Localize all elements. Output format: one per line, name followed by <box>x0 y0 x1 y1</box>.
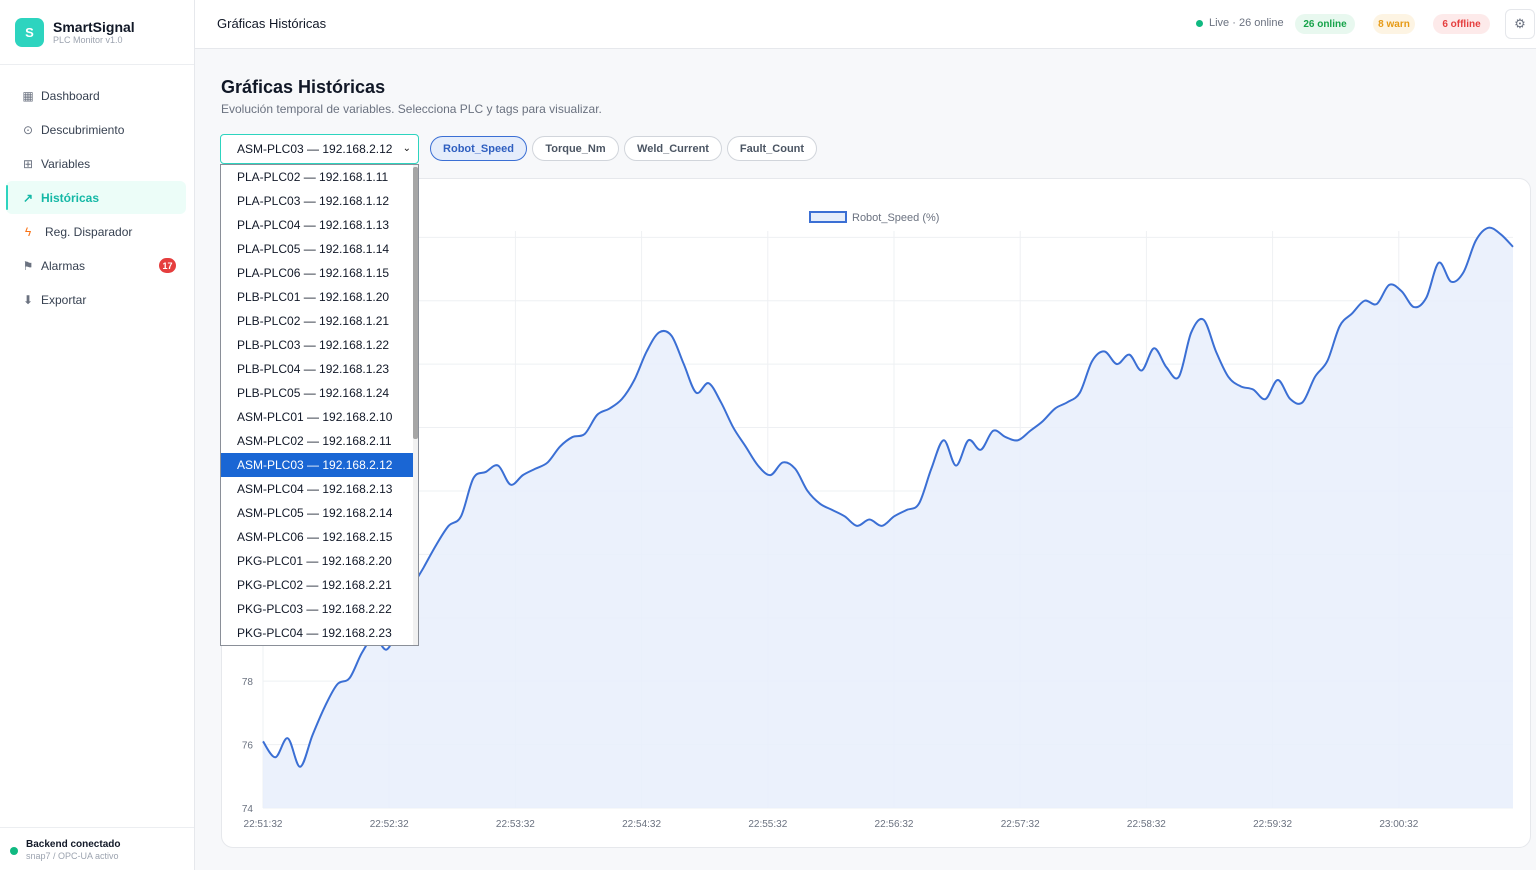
brand-name: SmartSignal <box>53 18 135 35</box>
x-tick-label: 22:53:32 <box>496 819 535 830</box>
dropdown-option[interactable]: PLB-PLC05 — 192.168.1.24 <box>237 386 390 400</box>
tag-robot-speed[interactable]: Robot_Speed <box>430 136 527 161</box>
lightning-icon: ϟ <box>24 224 32 239</box>
dropdown-option[interactable]: PKG-PLC02 — 192.168.2.21 <box>237 578 392 592</box>
dropdown-scroll-thumb[interactable] <box>413 167 418 439</box>
plc-select-value: ASM-PLC03 — 192.168.2.12 <box>237 142 393 156</box>
dropdown-option[interactable]: ASM-PLC05 — 192.168.2.14 <box>237 506 393 520</box>
settings-button[interactable]: ⚙ <box>1505 9 1535 39</box>
sidebar-item-historicas[interactable]: ↗ Históricas <box>6 181 186 214</box>
sidebar-item-label: Alarmas <box>41 258 86 273</box>
dropdown-option[interactable]: PKG-PLC01 — 192.168.2.20 <box>237 554 392 568</box>
x-tick-label: 22:52:32 <box>370 819 409 830</box>
dropdown-option[interactable]: PLB-PLC04 — 192.168.1.23 <box>237 362 390 376</box>
warn-count-badge: 8 warn <box>1373 14 1415 34</box>
x-tick-label: 22:58:32 <box>1127 819 1166 830</box>
sidebar-nav: ▦ Dashboard ⊙ Descubrimiento ⊞ Variables… <box>0 65 194 316</box>
sidebar-item-dashboard[interactable]: ▦ Dashboard <box>6 79 186 112</box>
live-status: Live · 26 online <box>1196 17 1284 29</box>
sidebar-item-label: Dashboard <box>41 88 100 103</box>
sidebar-item-descubrimiento[interactable]: ⊙ Descubrimiento <box>6 113 186 146</box>
target-icon: ⊙ <box>22 122 34 137</box>
series-line-robot-speed <box>262 226 1514 768</box>
brand-subtitle: PLC Monitor v1.0 <box>53 34 123 45</box>
y-tick-label: 74 <box>242 804 254 815</box>
chart-card: 22:51:32 22:52:32 22:53:32 22:54:32 22:55:32… <box>221 178 1531 848</box>
sidebar-item-label: Variables <box>41 156 91 171</box>
x-tick-label: 22:54:32 <box>622 819 661 830</box>
gear-icon: ⚙ <box>1514 16 1526 31</box>
dropdown-option[interactable]: ASM-PLC03 — 192.168.2.12 <box>221 453 414 477</box>
x-tick-label: 22:51:32 <box>244 819 283 830</box>
y-tick-label: 76 <box>242 741 254 752</box>
dropdown-option[interactable]: PLB-PLC01 — 192.168.1.20 <box>237 290 390 304</box>
dropdown-option[interactable]: PLA-PLC05 — 192.168.1.14 <box>237 242 390 256</box>
tag-weld-current[interactable]: Weld_Current <box>624 136 722 161</box>
dropdown-option[interactable]: PKG-PLC04 — 192.168.2.23 <box>237 626 392 640</box>
status-dot-icon <box>10 847 18 855</box>
topbar: Gráficas Históricas Live · 26 online 26 … <box>195 0 1536 49</box>
x-tick-label: 22:55:32 <box>748 819 787 830</box>
page-subtitle: Evolución temporal de variables. Selecci… <box>221 102 602 116</box>
series-area-robot-speed <box>263 227 1513 808</box>
live-status-text: Live · 26 online <box>1209 17 1284 29</box>
flag-icon: ⚑ <box>22 258 34 273</box>
dropdown-option[interactable]: PKG-PLC03 — 192.168.2.22 <box>237 602 392 616</box>
topbar-title: Gráficas Históricas <box>217 16 327 31</box>
dropdown-option[interactable]: PLB-PLC02 — 192.168.1.21 <box>237 314 390 328</box>
dropdown-option[interactable]: PLB-PLC03 — 192.168.1.22 <box>237 338 390 352</box>
chevron-down-icon: ⌄ <box>402 143 411 154</box>
plc-select[interactable]: ASM-PLC03 — 192.168.2.12 ⌄ <box>220 134 419 164</box>
app-logo: S <box>15 17 44 47</box>
grid-icon: ▦ <box>22 88 34 103</box>
sidebar-item-alarmas[interactable]: ⚑ Alarmas 17 <box>6 249 186 282</box>
y-tick-label: 78 <box>242 677 254 688</box>
download-icon: ⬇ <box>22 292 34 307</box>
dropdown-option[interactable]: ASM-PLC02 — 192.168.2.11 <box>237 434 392 448</box>
page-title: Gráficas Históricas <box>221 77 386 97</box>
plc-dropdown-list[interactable]: PLA-PLC02 — 192.168.1.11 PLA-PLC03 — 192.… <box>220 164 419 646</box>
backend-status: Backend conectado snap7 / OPC-UA activo <box>0 827 194 870</box>
dropdown-option[interactable]: PLA-PLC06 — 192.168.1.15 <box>237 266 390 280</box>
live-dot-icon <box>1196 19 1203 27</box>
dropdown-option[interactable]: ASM-PLC01 — 192.168.2.10 <box>237 410 393 424</box>
x-tick-label: 22:59:32 <box>1253 819 1292 830</box>
brand: S SmartSignal PLC Monitor v1.0 <box>0 0 194 65</box>
legend-label: Robot_Speed (%) <box>852 212 939 224</box>
dropdown-option[interactable]: ASM-PLC06 — 192.168.2.15 <box>237 530 393 544</box>
offline-count-badge: 6 offline <box>1433 14 1490 34</box>
alarm-count-badge: 17 <box>159 258 176 273</box>
sidebar: S SmartSignal PLC Monitor v1.0 ▦ Dashboa… <box>0 0 195 870</box>
sidebar-item-label: Exportar <box>41 292 87 307</box>
dropdown-scrollbar[interactable] <box>413 165 418 645</box>
dropdown-option[interactable]: PLA-PLC02 — 192.168.1.11 <box>237 170 389 184</box>
x-tick-label: 23:00:32 <box>1379 819 1418 830</box>
x-tick-label: 22:56:32 <box>875 819 914 830</box>
history-chart: 22:51:32 22:52:32 22:53:32 22:54:32 22:55:32… <box>242 211 1514 830</box>
online-count-badge: 26 online <box>1295 14 1355 34</box>
backend-status-subtitle: snap7 / OPC-UA activo <box>26 851 119 861</box>
x-tick-label: 22:57:32 <box>1001 819 1040 830</box>
sidebar-item-reg-disparador[interactable]: ϟ Reg. Disparador <box>6 215 186 248</box>
table-icon: ⊞ <box>22 156 34 171</box>
sidebar-item-label: Descubrimiento <box>41 122 125 137</box>
sidebar-item-variables[interactable]: ⊞ Variables <box>6 147 186 180</box>
tag-torque-nm[interactable]: Torque_Nm <box>532 136 619 161</box>
backend-status-title: Backend conectado <box>26 839 121 850</box>
tag-fault-count[interactable]: Fault_Count <box>727 136 817 161</box>
dropdown-option[interactable]: PLA-PLC04 — 192.168.1.13 <box>237 218 390 232</box>
dropdown-option[interactable]: ASM-PLC04 — 192.168.2.13 <box>237 482 393 496</box>
legend-swatch <box>809 211 847 223</box>
trend-icon: ↗ <box>22 190 34 205</box>
sidebar-item-label: Históricas <box>41 190 100 205</box>
sidebar-item-label: Reg. Disparador <box>45 224 133 239</box>
sidebar-item-exportar[interactable]: ⬇ Exportar <box>6 283 186 316</box>
dropdown-option[interactable]: PLA-PLC03 — 192.168.1.12 <box>237 194 390 208</box>
